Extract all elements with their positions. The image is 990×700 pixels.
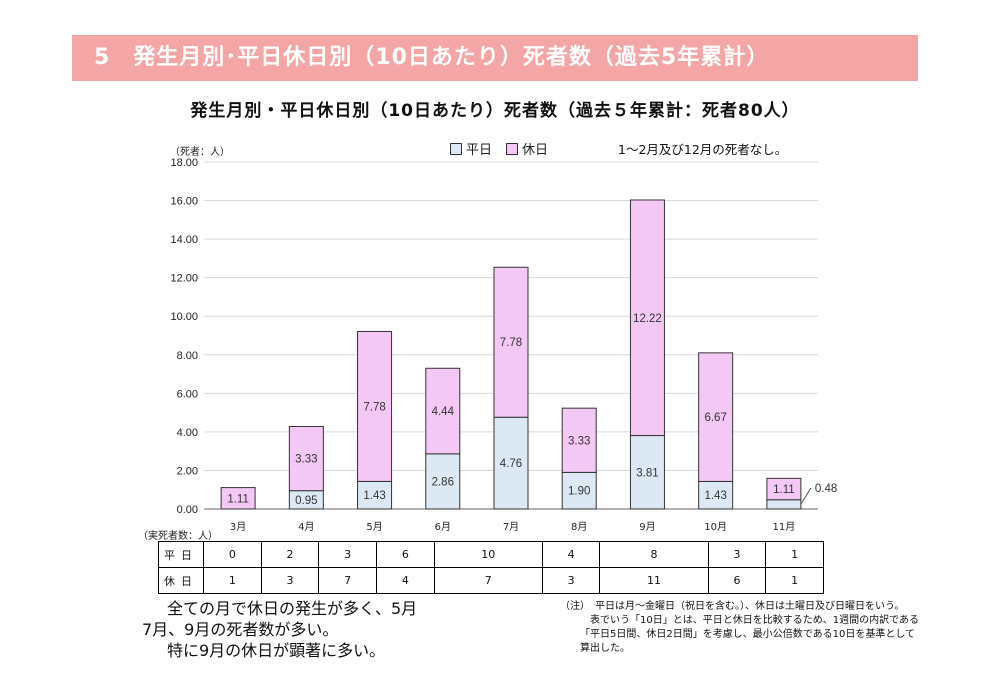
data-label-weekday: 0.48	[815, 483, 837, 495]
footnote-line-4: 算出した。	[580, 643, 630, 654]
legend-swatch-holiday	[506, 142, 519, 155]
chart-note: 1～2月及び12月の死者なし。	[618, 142, 788, 157]
table-cell: 1	[203, 567, 262, 594]
chart-title: 発生月別・平日休日別（10日あたり）死者数（過去５年累計：死者80人）	[190, 101, 800, 121]
x-tick-label: 8月	[571, 521, 587, 533]
bar-weekday	[425, 453, 461, 510]
data-label-holiday: 4.44	[432, 406, 455, 418]
table-cell: 6	[376, 541, 435, 568]
x-tick-label: 10月	[704, 521, 727, 533]
table-unit-label: （実死者数：人）	[138, 531, 218, 542]
data-label-weekday: 1.43	[704, 490, 726, 502]
table-cell: 3	[260, 567, 320, 594]
bar-holiday	[561, 407, 597, 473]
table-cell: 7	[433, 567, 543, 594]
row-label-holiday: 休日	[158, 567, 204, 594]
data-label-holiday: 1.11	[773, 484, 795, 496]
data-label-weekday: 0.95	[295, 495, 317, 507]
legend-label-weekday: 平日	[466, 143, 493, 158]
table-cell: 3	[318, 541, 378, 568]
bar-weekday	[629, 435, 665, 510]
footnote-line-2: 表でいう「10日」とは、平日と休日を比較するため、1週間の内訳である	[590, 615, 919, 626]
chart-legend: 平日 休日	[450, 139, 548, 158]
y-tick-label: 2.00	[177, 465, 198, 477]
table-row-weekday: 平日 0 2 3 6 10 4 8 3 1	[158, 541, 824, 568]
table-cell: 4	[376, 567, 435, 594]
y-tick-label: 6.00	[177, 388, 198, 400]
table-cell: 11	[599, 567, 709, 594]
legend-swatch-weekday	[450, 142, 462, 155]
data-label-holiday: 1.11	[227, 493, 249, 505]
table-cell: 2	[260, 541, 320, 568]
row-label-weekday: 平日	[158, 541, 204, 568]
x-tick-label: 7月	[503, 521, 519, 533]
summary-line-2: 7月、9月の死者数が多い。	[142, 620, 339, 639]
data-label-weekday: 4.76	[500, 458, 522, 470]
y-tick-label: 12.00	[170, 273, 198, 285]
x-tick-label: 5月	[366, 521, 382, 533]
data-label-holiday: 6.67	[704, 412, 726, 424]
bar-holiday	[629, 199, 665, 437]
data-label-weekday: 3.81	[636, 467, 658, 479]
y-tick-label: 10.00	[170, 311, 198, 323]
y-tick-label: 4.00	[177, 427, 198, 439]
x-tick-label: 11月	[773, 521, 796, 533]
table-cell: 1	[765, 567, 824, 594]
table-cell: 6	[707, 567, 767, 594]
y-tick-label: 14.00	[170, 234, 198, 246]
table-cell: 3	[541, 567, 601, 594]
bar-weekday	[698, 480, 734, 510]
bar-holiday	[357, 330, 393, 482]
data-label-holiday: 12.22	[633, 313, 662, 325]
x-tick-label: 6月	[435, 521, 451, 533]
footnote: （注） 平日は月～金曜日（祝日を含む。）、休日は土曜日及び日曜日をいう。 表でい…	[560, 600, 919, 656]
table-cell: 0	[203, 541, 262, 568]
bar-weekday	[766, 499, 802, 510]
summary-text: 全ての月で休日の発生が多く、5月 7月、9月の死者数が多い。 特に9月の休日が顕…	[142, 598, 417, 661]
data-label-holiday: 3.33	[295, 454, 317, 466]
summary-line-1: 全ての月で休日の発生が多く、5月	[167, 599, 418, 618]
table-cell: 4	[541, 541, 601, 568]
banner-title: 5 発生月別･平日休日別（10日あたり）死者数（過去5年累計）	[94, 45, 770, 70]
legend-label-holiday: 休日	[522, 143, 549, 158]
table-cell: 1	[765, 541, 824, 568]
y-tick-label: 16.00	[170, 196, 198, 208]
leader-line	[800, 487, 812, 505]
table-cell: 7	[318, 567, 378, 594]
table-cell: 3	[707, 541, 767, 568]
y-tick-label: 8.00	[177, 350, 198, 362]
table-row-holiday: 休日 1 3 7 4 7 3 11 6 1	[158, 567, 824, 594]
data-label-weekday: 2.86	[432, 476, 454, 488]
y-tick-label: 0.00	[177, 504, 198, 516]
actual-deaths-table: 平日 0 2 3 6 10 4 8 3 1 休日 1 3 7 4 7 3 11 …	[158, 541, 824, 594]
bar-holiday	[220, 487, 256, 510]
section-banner: 5 発生月別･平日休日別（10日あたり）死者数（過去5年累計）	[72, 35, 918, 81]
bar-weekday	[493, 416, 529, 510]
x-tick-label: 3月	[230, 521, 246, 533]
bar-weekday	[357, 480, 393, 510]
data-label-holiday: 7.78	[500, 337, 522, 349]
legend-item-weekday: 平日	[450, 139, 492, 158]
y-tick-label: 18.00	[170, 157, 198, 169]
summary-line-3: 特に9月の休日が顕著に多い。	[167, 641, 386, 660]
bar-holiday	[425, 367, 461, 455]
y-unit-label: （死者：人）	[170, 147, 230, 158]
table-cell: 10	[433, 541, 543, 568]
bar-weekday	[561, 471, 597, 510]
x-tick-label: 4月	[298, 521, 314, 533]
bar-holiday	[698, 352, 734, 482]
bar-holiday	[766, 477, 802, 501]
data-label-weekday: 1.43	[363, 490, 385, 502]
x-tick-label: 9月	[639, 521, 655, 533]
data-label-holiday: 7.78	[363, 401, 385, 413]
footnote-line-1: （注） 平日は月～金曜日（祝日を含む。）、休日は土曜日及び日曜日をいう。	[560, 601, 905, 612]
table-cell: 8	[599, 541, 709, 568]
bar-holiday	[493, 266, 529, 418]
data-label-weekday: 1.90	[568, 486, 590, 498]
legend-item-holiday: 休日	[506, 139, 548, 158]
data-label-holiday: 3.33	[568, 435, 590, 447]
bar-holiday	[288, 425, 324, 492]
footnote-line-3: 「平日5日間、休日2日間」を考慮し、最小公倍数である10日を基準として	[580, 629, 916, 640]
